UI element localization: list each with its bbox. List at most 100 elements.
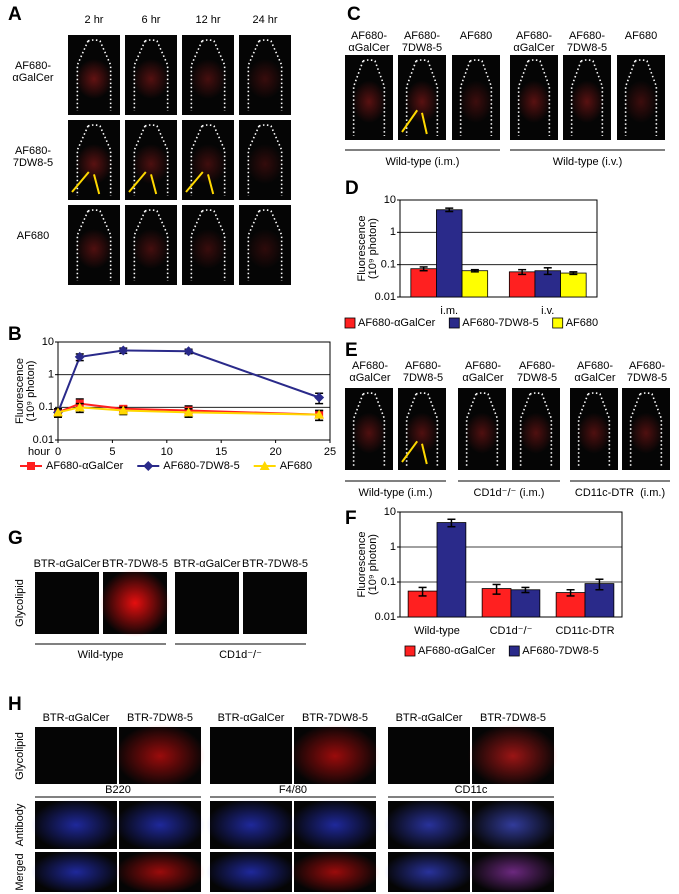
panel-label: E: [345, 340, 358, 361]
y-axis-label: (10⁹ photon): [367, 218, 379, 279]
mouse-outline: [465, 392, 499, 466]
signal: [467, 724, 559, 788]
legend-label: AF680-7DW8-5: [462, 317, 538, 329]
mouse-outline: [247, 209, 283, 281]
arrow: [150, 174, 158, 195]
signal: [30, 850, 122, 894]
legend-label: AF680-αGalCer: [358, 317, 436, 329]
bar: [508, 271, 536, 298]
marker: [74, 351, 85, 362]
signal: [114, 798, 206, 852]
mouse-outline: [190, 124, 226, 196]
group-label: Wild-type (i.v.): [552, 156, 623, 168]
group-label: CD1d⁻/⁻: [219, 649, 262, 661]
signal: [519, 412, 553, 454]
column-header: AF680-7DW8-5: [566, 30, 608, 54]
y-tick-label: 0.1: [39, 401, 54, 413]
signal: [405, 412, 439, 454]
x-tick-label: CD1d⁻/⁻: [490, 625, 533, 637]
y-axis-label: Fluorescence: [356, 215, 368, 281]
y-tick-label: 1: [390, 541, 396, 553]
x-tick-label: 0: [55, 446, 61, 458]
column-header: BTR-7DW8-5: [301, 712, 368, 724]
y-tick-label: 0.01: [375, 611, 396, 623]
signal: [467, 798, 559, 852]
mouse-outline: [405, 59, 439, 136]
column-header: AF680: [459, 30, 493, 42]
mouse-outline: [190, 39, 226, 111]
column-header: BTR-αGalCer: [395, 712, 463, 724]
mouse-outline: [76, 39, 112, 111]
legend-marker: [27, 462, 35, 470]
mouse-outline: [247, 124, 283, 196]
column-header: AF680-αGalCer: [574, 360, 616, 384]
mouse-outline: [352, 392, 386, 466]
signal: [75, 229, 113, 269]
signal: [114, 724, 206, 788]
image-tile: [243, 572, 307, 634]
arrow: [401, 440, 419, 463]
x-tick-label: CD11c-DTR: [555, 625, 614, 637]
signal: [205, 850, 297, 894]
y-tick-label: 1: [390, 226, 396, 238]
arrow: [421, 443, 428, 465]
signal: [352, 80, 386, 123]
y-tick-label: 0.1: [381, 576, 396, 588]
group-label: Wild-type: [77, 649, 124, 661]
column-header: BTR-7DW8-5: [101, 558, 168, 570]
signal: [465, 412, 499, 454]
signal: [624, 80, 658, 123]
plot-frame: [399, 199, 598, 298]
signal: [459, 80, 493, 123]
antibody-label: F4/80: [210, 784, 376, 796]
column-header: BTR-7DW8-5: [479, 712, 546, 724]
y-tick-label: 1: [48, 369, 54, 381]
column-header: 24 hr: [252, 14, 278, 26]
bar: [436, 209, 463, 298]
column-header: AF680-7DW8-5: [401, 30, 443, 54]
marker: [183, 407, 194, 417]
arrow: [71, 171, 90, 193]
y-tick-label: 0.01: [375, 291, 396, 303]
column-header: AF680-αGalCer: [348, 30, 390, 54]
column-header: AF680-αGalCer: [462, 360, 504, 384]
marker: [314, 409, 325, 419]
signal: [289, 724, 381, 788]
row-label: AF680-αGalCer: [12, 60, 54, 84]
y-tick-label: 10: [384, 194, 396, 206]
row-label: Merged: [14, 853, 26, 890]
y-tick-label: 0.1: [381, 259, 396, 271]
series-line: [57, 349, 320, 413]
signal: [205, 798, 297, 852]
signal: [289, 850, 381, 894]
marker: [118, 345, 129, 356]
mouse-outline: [624, 59, 658, 136]
arrow: [401, 109, 419, 133]
antibody-label: B220: [35, 784, 201, 796]
signal: [99, 568, 171, 638]
mouse-outline: [405, 392, 439, 466]
group-label: Wild-type (i.m.): [358, 487, 433, 499]
arrow: [207, 174, 215, 195]
column-header: AF680-7DW8-5: [626, 360, 668, 384]
x-tick-label: 25: [324, 446, 336, 458]
y-axis-label: Fluorescence: [14, 358, 26, 424]
x-tick-label: 5: [109, 446, 115, 458]
legend-marker: [143, 461, 154, 471]
legend-swatch: [448, 317, 460, 329]
signal: [405, 80, 439, 123]
image-tile: [35, 572, 99, 634]
mouse-outline: [76, 209, 112, 281]
mouse-outline: [352, 59, 386, 136]
bar: [560, 272, 587, 298]
column-header: AF680-αGalCer: [513, 30, 555, 54]
y-tick-label: 0.01: [33, 434, 54, 446]
mouse-outline: [517, 59, 551, 136]
signal: [132, 229, 170, 269]
antibody-label: CD11c: [388, 784, 554, 796]
y-axis-label: (10⁹ photon): [367, 534, 379, 595]
y-tick-label: 10: [42, 336, 54, 348]
signal: [570, 80, 604, 123]
panel-label: H: [8, 694, 22, 715]
x-tick-label: 15: [215, 446, 227, 458]
